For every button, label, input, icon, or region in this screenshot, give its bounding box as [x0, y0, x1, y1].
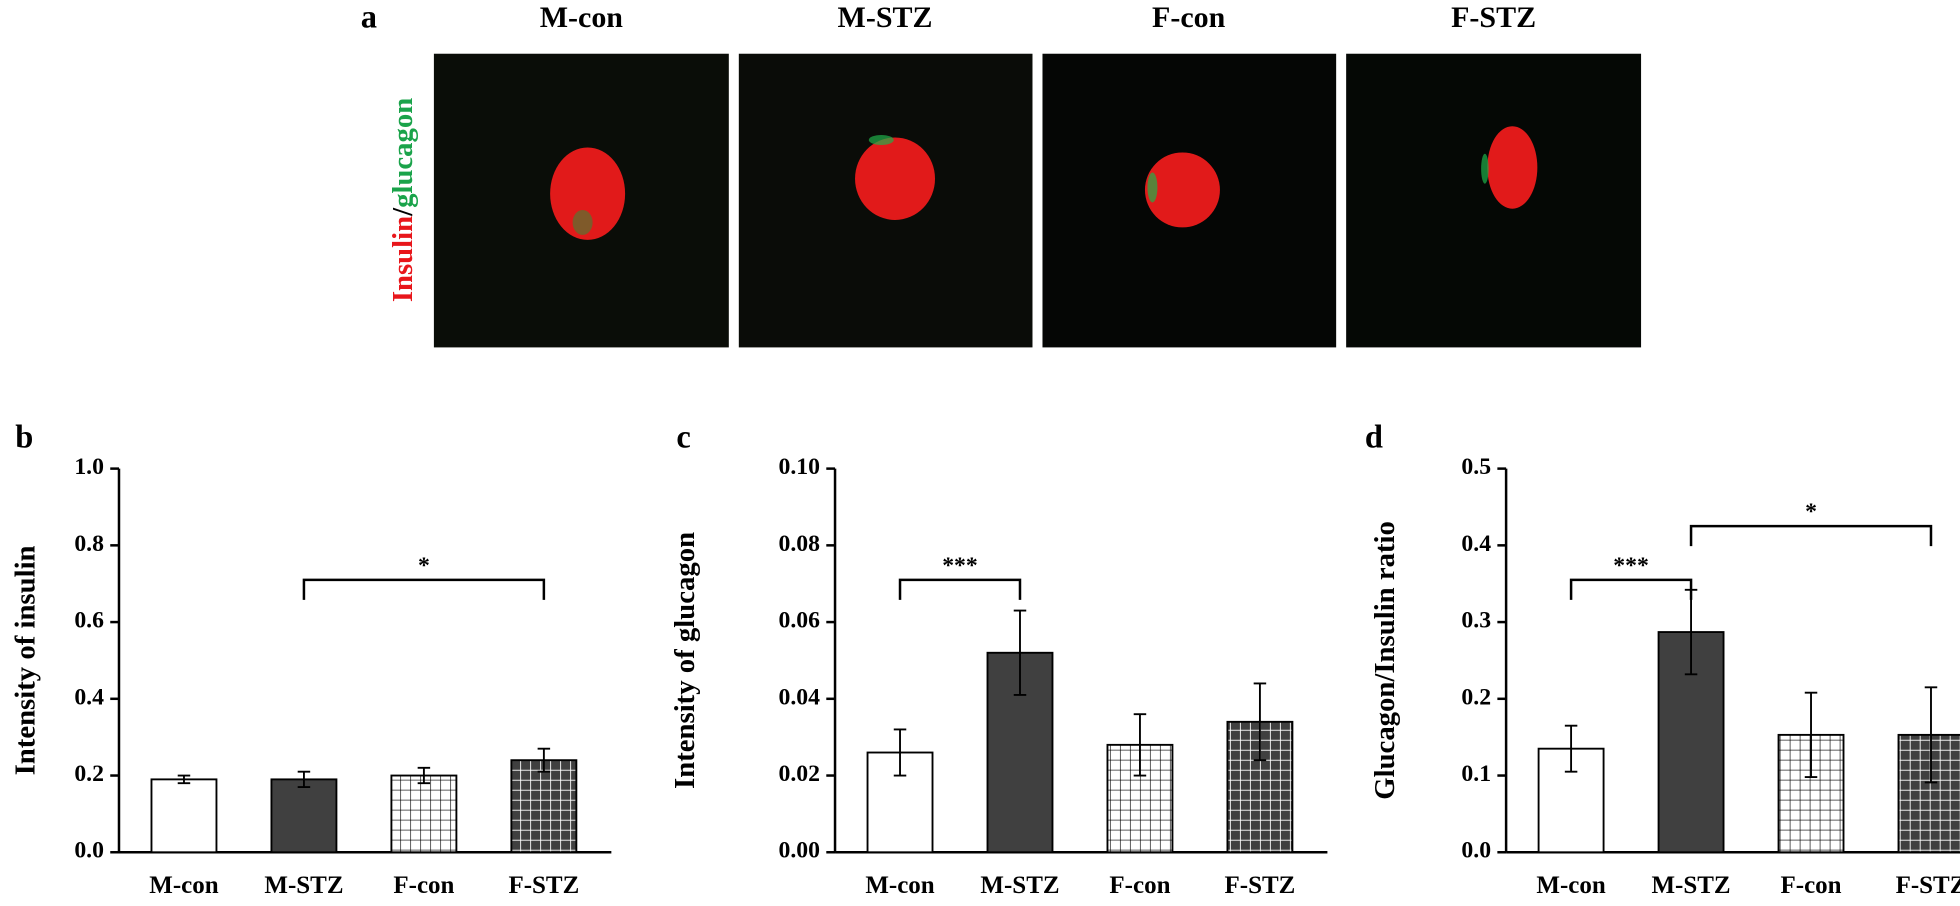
error-bar	[1253, 682, 1267, 762]
micrograph	[1042, 53, 1337, 348]
x-tick-label: F-STZ	[508, 872, 579, 899]
y-tick-label: 0.4	[1461, 531, 1491, 557]
y-tick-label: 0.0	[74, 838, 104, 864]
significance-bracket	[898, 578, 1022, 600]
micrograph	[738, 53, 1033, 348]
x-tick-label: F-STZ	[1225, 872, 1296, 899]
x-tick-label: M-con	[149, 872, 218, 899]
column-label: M-STZ	[838, 1, 933, 34]
column-label: F-con	[1152, 1, 1226, 34]
error-bar	[1924, 686, 1938, 784]
x-tick-label: M-STZ	[980, 872, 1059, 899]
y-tick-label: 0.8	[74, 531, 104, 557]
y-tick-label: 0.0	[1461, 838, 1491, 864]
y-tick-label: 0.3	[1461, 608, 1491, 634]
bar	[510, 759, 578, 854]
x-tick-label: F-con	[1780, 872, 1841, 899]
bar	[270, 778, 338, 854]
panel-label: d	[1365, 419, 1383, 455]
x-tick-label: M-con	[865, 872, 934, 899]
y-axis-label: Intensity of insulin	[9, 545, 41, 775]
column-label: F-STZ	[1451, 1, 1536, 34]
significance-label: ***	[942, 553, 978, 579]
error-bar	[893, 728, 907, 777]
error-bar	[297, 770, 311, 788]
y-axis-label: Intensity of glucagon	[669, 532, 701, 789]
column-label: M-con	[540, 1, 624, 34]
y-tick-label: 0.08	[778, 531, 820, 557]
chart: c Intensity of glucagon 0.00 0.02 0.04 0.06 0.…	[669, 419, 1328, 899]
chart: d Glucagon/Insulin ratio 0.0 0.1 0.2 0.3 0.4 0.…	[1365, 419, 1960, 899]
y-tick-label: 0.1	[1461, 761, 1491, 787]
error-bar	[417, 766, 431, 785]
y-tick-label: 0.00	[778, 838, 820, 864]
y-tick-label: 0.10	[778, 454, 820, 480]
significance-label: *	[418, 553, 430, 579]
y-tick-label: 0.6	[74, 608, 104, 634]
y-tick-label: 0.4	[74, 684, 104, 710]
y-tick-label: 0.04	[778, 684, 820, 710]
error-bar	[537, 747, 551, 773]
significance-label: *	[1805, 499, 1817, 525]
panel-label: c	[676, 419, 690, 455]
bar	[866, 751, 934, 854]
stain-glucagon: glucagon	[387, 98, 419, 208]
significance-bracket	[302, 578, 546, 600]
bar	[1897, 733, 1960, 854]
chart: b Intensity of insulin 0.0 0.2 0.4 0.6 0.8 1.0 M…	[9, 419, 612, 899]
x-tick-label: M-STZ	[1651, 872, 1730, 899]
y-tick-label: 0.06	[778, 608, 820, 634]
panel-label: a	[361, 0, 377, 35]
y-tick-label: 0.5	[1461, 454, 1491, 480]
micrograph	[433, 53, 729, 348]
x-tick-label: F-con	[1109, 872, 1170, 899]
error-bar	[177, 774, 191, 785]
stain-label: Insulin/glucagon	[387, 98, 419, 302]
x-tick-label: M-STZ	[264, 872, 343, 899]
x-tick-label: F-STZ	[1896, 872, 1960, 899]
x-tick-label: M-con	[1536, 872, 1605, 899]
error-bar	[1013, 609, 1027, 696]
significance-bracket	[1689, 524, 1933, 547]
y-axis-label: Glucagon/Insulin ratio	[1369, 521, 1401, 800]
y-tick-label: 0.2	[74, 761, 104, 787]
error-bar	[1133, 713, 1147, 777]
error-bar	[1804, 691, 1818, 779]
stain-insulin: Insulin	[387, 216, 419, 302]
y-tick-label: 0.2	[1461, 684, 1491, 710]
micrograph	[1346, 53, 1642, 348]
y-tick-label: 1.0	[74, 454, 104, 480]
y-tick-label: 0.02	[778, 761, 820, 787]
significance-bracket	[1569, 578, 1693, 600]
bar	[150, 778, 218, 854]
stain-separator: /	[387, 207, 419, 217]
bar	[390, 774, 458, 854]
panel-label: b	[15, 419, 33, 455]
x-tick-label: F-con	[393, 872, 454, 899]
error-bar	[1564, 724, 1578, 773]
significance-label: ***	[1613, 553, 1649, 579]
